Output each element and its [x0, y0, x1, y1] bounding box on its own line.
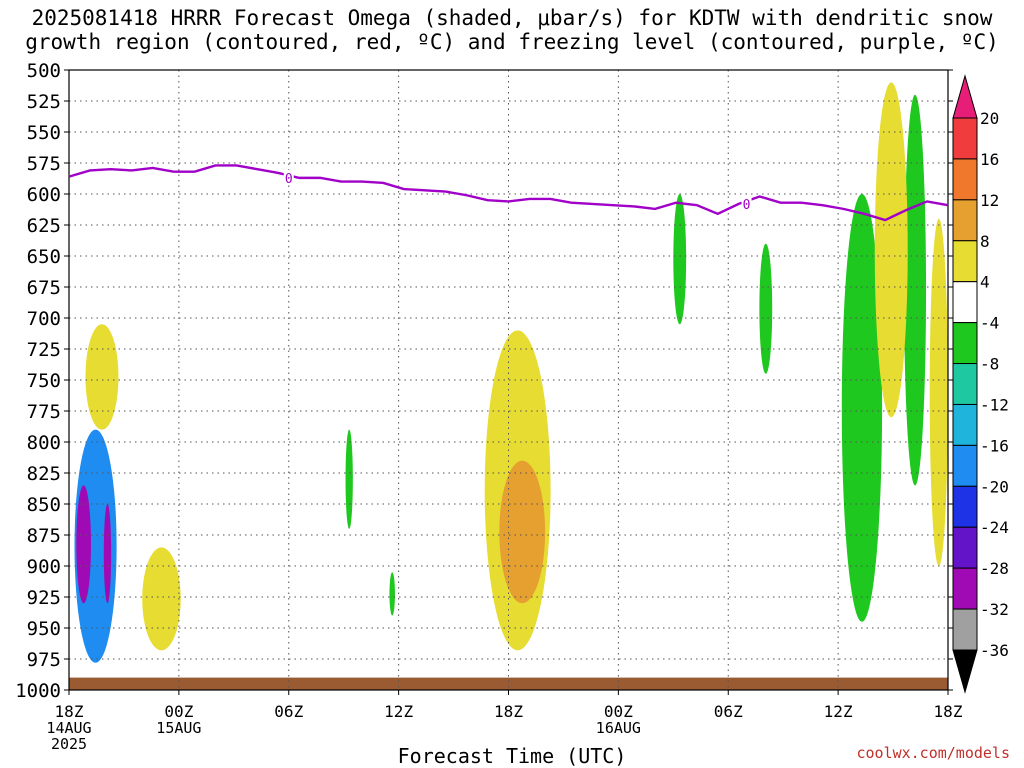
- colorbar-bin: [952, 608, 978, 651]
- y-tick-label: 975: [27, 649, 61, 671]
- y-tick-label: 650: [27, 246, 61, 268]
- colorbar-bin: [952, 444, 978, 487]
- x-tick-sublabel: 15AUG: [156, 719, 201, 737]
- colorbar-label: -20: [980, 477, 1009, 496]
- colorbar-label: -12: [980, 395, 1009, 414]
- y-tick-label: 775: [27, 401, 61, 423]
- y-tick-label: 825: [27, 463, 61, 485]
- omega-feature-13: [874, 82, 908, 418]
- colorbar-bin: [952, 158, 978, 201]
- y-tick-label: 950: [27, 618, 61, 640]
- colorbar-label: 4: [980, 273, 990, 292]
- colorbar-bin: [952, 281, 978, 324]
- colorbar-bottom-arrow: [952, 649, 978, 694]
- x-tick-label: 18Z: [934, 702, 963, 721]
- colorbar-bin: [952, 240, 978, 283]
- freezing-level-line: [68, 164, 949, 222]
- colorbar-bin: [952, 363, 978, 405]
- y-tick-label: 625: [27, 215, 61, 237]
- colorbar-label: -8: [980, 355, 999, 374]
- y-tick-label: 500: [27, 60, 61, 82]
- y-tick-label: 850: [27, 494, 61, 516]
- colorbar-bin: [952, 322, 978, 365]
- y-tick-label: 750: [27, 370, 61, 392]
- omega-feature-11: [841, 194, 883, 622]
- y-tick-label: 900: [27, 556, 61, 578]
- y-tick-label: 725: [27, 339, 61, 361]
- colorbar-bin: [952, 567, 978, 610]
- omega-feature-12: [904, 94, 927, 486]
- omega-feature-4: [142, 547, 181, 651]
- freezing-level-label: 0: [285, 172, 293, 187]
- omega-feature-14: [929, 218, 948, 566]
- colorbar-bin: [952, 117, 978, 160]
- omega-feature-3: [85, 324, 119, 430]
- colorbar-label: -28: [980, 559, 1009, 578]
- y-tick-label: 700: [27, 308, 61, 330]
- colorbar-label: 16: [980, 150, 999, 169]
- x-tick-label: 18Z: [55, 702, 84, 721]
- x-tick-label: 06Z: [714, 702, 743, 721]
- x-tick-label: 06Z: [274, 702, 303, 721]
- omega-feature-8: [499, 460, 546, 604]
- x-tick-sublabel: 14AUG: [46, 719, 91, 737]
- colorbar-label: 8: [980, 232, 990, 251]
- source-credit: coolwx.com/models: [856, 744, 1010, 762]
- colorbar-bin: [952, 526, 978, 569]
- x-tick-label: 18Z: [494, 702, 523, 721]
- x-tick-label: 00Z: [164, 702, 193, 721]
- omega-feature-5: [345, 429, 353, 529]
- freezing-level-label: 0: [743, 198, 751, 213]
- x-tick-label: 12Z: [384, 702, 413, 721]
- y-tick-label: 675: [27, 277, 61, 299]
- colorbar-bin: [952, 403, 978, 446]
- y-tick-label: 575: [27, 153, 61, 175]
- y-tick-label: 600: [27, 184, 61, 206]
- omega-feature-6: [389, 572, 395, 616]
- x-tick-label: 00Z: [604, 702, 633, 721]
- y-tick-label: 550: [27, 122, 61, 144]
- y-tick-label: 925: [27, 587, 61, 609]
- colorbar-label: -32: [980, 600, 1009, 619]
- colorbar-top-arrow: [952, 74, 978, 119]
- freezing-label-bg: [283, 169, 294, 184]
- ground-strip: [69, 677, 948, 690]
- colorbar-label: 20: [980, 109, 999, 128]
- colorbar-label: 12: [980, 191, 999, 210]
- colorbar-bin: [952, 485, 978, 528]
- colorbar-bin: [952, 199, 978, 242]
- colorbar-label: -24: [980, 518, 1009, 537]
- chart-title-line1: 2025081418 HRRR Forecast Omega (shaded, …: [31, 6, 993, 30]
- chart-title-line2: growth region (contoured, red, ºC) and f…: [25, 30, 999, 54]
- colorbar-label: -4: [980, 314, 999, 333]
- y-tick-label: 1000: [15, 680, 61, 702]
- omega-feature-2: [103, 503, 112, 604]
- y-tick-label: 800: [27, 432, 61, 454]
- colorbar-label: -36: [980, 641, 1009, 660]
- x-tick-sublabel: 16AUG: [596, 719, 641, 737]
- colorbar-label: -16: [980, 436, 1009, 455]
- x-tick-year: 2025: [51, 735, 87, 753]
- freezing-label-bg: [741, 195, 752, 210]
- x-tick-label: 12Z: [824, 702, 853, 721]
- y-tick-label: 875: [27, 525, 61, 547]
- omega-feature-1: [76, 485, 91, 604]
- omega-feature-9: [673, 194, 687, 325]
- omega-feature-10: [759, 243, 773, 374]
- y-tick-label: 525: [27, 91, 61, 113]
- x-axis-title: Forecast Time (UTC): [397, 744, 627, 768]
